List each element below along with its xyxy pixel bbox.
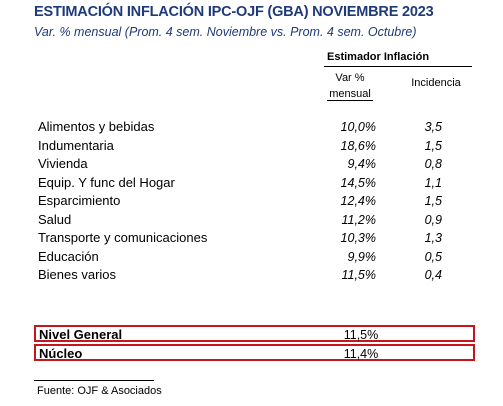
summary-label: Nivel General <box>39 327 123 342</box>
column-header-var-line1: Var % <box>335 72 365 84</box>
row-var: 11,5% <box>341 268 376 282</box>
row-label: Equip. Y func del Hogar <box>38 174 175 190</box>
column-header-var-line2: mensual <box>327 88 373 101</box>
row-label: Educación <box>38 248 99 264</box>
table-row: Alimentos y bebidas 10,0% 3,5 <box>0 119 503 138</box>
row-incidencia: 0,4 <box>424 268 442 282</box>
row-incidencia: 1,5 <box>424 138 442 153</box>
group-header-estimador: Estimador Inflación <box>327 51 430 63</box>
footer-divider <box>34 380 154 381</box>
row-incidencia: 0,5 <box>424 249 442 264</box>
row-var: 10,3% <box>340 231 376 245</box>
row-label: Vivienda <box>38 156 88 171</box>
summary-label: Núcleo <box>39 346 83 361</box>
table-row: Esparcimiento 12,4% 1,5 <box>0 193 503 212</box>
row-label: Indumentaria <box>38 137 114 153</box>
summary-row-nucleo: Núcleo 11,4% <box>34 344 475 361</box>
row-var: 18,6% <box>340 138 376 153</box>
row-incidencia: 0,9 <box>424 212 442 227</box>
column-header-incidencia: Incidencia <box>411 77 461 89</box>
table-row: Bienes varios 11,5% 0,4 <box>0 267 503 286</box>
row-var: 12,4% <box>340 194 376 208</box>
row-label: Transporte y comunicaciones <box>38 230 208 245</box>
row-incidencia: 1,1 <box>424 175 442 190</box>
table-row: Transporte y comunicaciones 10,3% 1,3 <box>0 230 503 249</box>
report-title: ESTIMACIÓN INFLACIÓN IPC-OJF (GBA) NOVIE… <box>34 4 434 20</box>
row-label: Salud <box>38 211 72 227</box>
report-subtitle: Var. % mensual (Prom. 4 sem. Noviembre v… <box>34 25 417 39</box>
header-divider <box>324 66 472 67</box>
summary-row-nivel-general: Nivel General 11,5% <box>34 325 475 342</box>
row-var: 9,4% <box>347 157 377 171</box>
table-row: Vivienda 9,4% 0,8 <box>0 156 503 175</box>
row-incidencia: 0,8 <box>424 157 442 171</box>
row-label: Alimentos y bebidas <box>38 119 155 134</box>
row-var: 9,9% <box>347 249 377 264</box>
source-note: Fuente: OJF & Asociados <box>37 385 162 397</box>
row-var: 10,0% <box>340 120 376 134</box>
table-row: Salud 11,2% 0,9 <box>0 212 503 231</box>
table-row: Equip. Y func del Hogar 14,5% 1,1 <box>0 175 503 194</box>
row-incidencia: 3,5 <box>424 120 442 134</box>
summary-value: 11,5% <box>343 328 379 342</box>
summary-value: 11,4% <box>343 347 379 361</box>
row-var: 14,5% <box>340 175 376 190</box>
column-header-var: Var % mensual <box>320 70 380 102</box>
row-incidencia: 1,3 <box>424 231 442 245</box>
row-label: Bienes varios <box>38 267 117 282</box>
table-row: Indumentaria 18,6% 1,5 <box>0 138 503 157</box>
table-row: Educación 9,9% 0,5 <box>0 249 503 268</box>
row-var: 11,2% <box>341 212 376 227</box>
row-label: Esparcimiento <box>38 193 121 208</box>
row-incidencia: 1,5 <box>424 194 442 208</box>
